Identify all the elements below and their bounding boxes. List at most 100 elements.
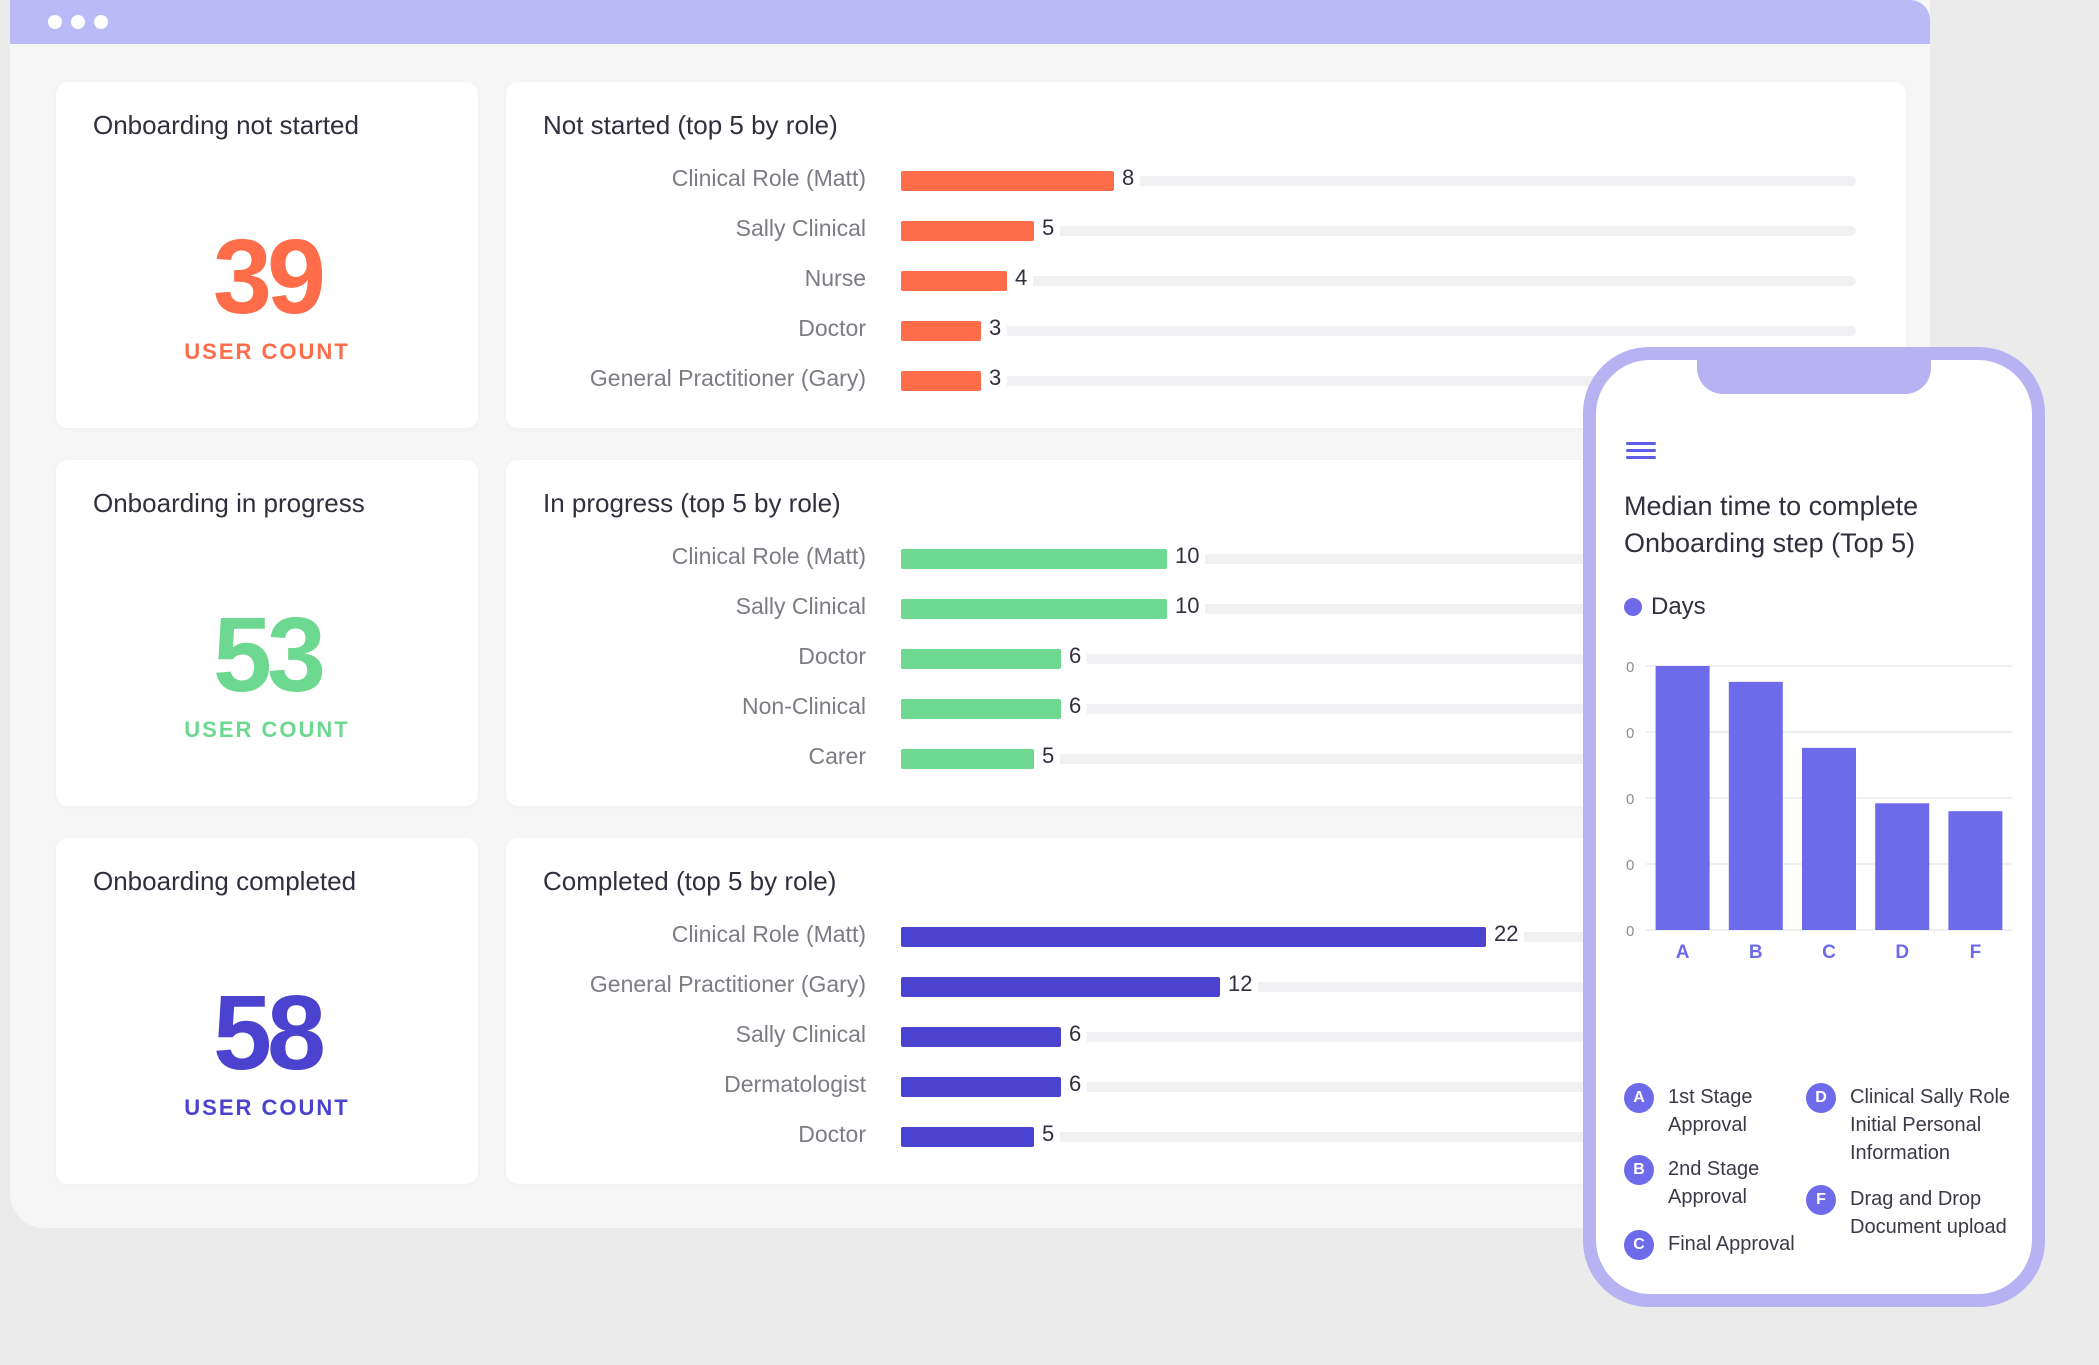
bar[interactable] [901, 599, 1167, 619]
key-text: 1st Stage Approval [1668, 1086, 1753, 1136]
key-badge: D [1806, 1083, 1836, 1113]
y-tick-label: 0 [1626, 857, 1634, 874]
y-tick-label: 0 [1626, 725, 1634, 742]
bar-category-label: Clinical Role (Matt) [671, 165, 866, 191]
bar-category-label: General Practitioner (Gary) [589, 365, 866, 391]
y-tick-label: 0 [1626, 923, 1634, 940]
legend-label: Days [1651, 593, 1706, 620]
stat-label: USER COUNT [184, 717, 350, 742]
key-badge: A [1624, 1083, 1654, 1113]
key-text: Final Approval [1668, 1233, 1795, 1255]
bar-category-label: Clinical Role (Matt) [671, 921, 866, 947]
bar-track [901, 276, 1856, 286]
bar-row: Dermatologist 6 [506, 1069, 1906, 1099]
bar-track [901, 554, 1856, 564]
bar-row: Doctor 3 [506, 313, 1906, 343]
column-bar[interactable] [1875, 803, 1930, 930]
chart-title: In progress (top 5 by role) [543, 488, 841, 518]
bar-category-label: Dermatologist [724, 1071, 866, 1097]
bar-category-label: Doctor [798, 643, 866, 669]
chart-title: Not started (top 5 by role) [543, 110, 838, 140]
key-badge: C [1624, 1230, 1654, 1260]
bar-value-label: 3 [981, 315, 1008, 341]
bar-value-label: 10 [1167, 543, 1206, 569]
bar[interactable] [901, 271, 1007, 291]
bar-category-label: Non-Clinical [742, 693, 866, 719]
stat-card-completed: Onboarding completed 58 USER COUNT [56, 838, 478, 1184]
bar-track [901, 1132, 1856, 1142]
bar[interactable] [901, 371, 981, 391]
chart-title: Completed (top 5 by role) [543, 866, 837, 896]
bar[interactable] [901, 699, 1061, 719]
stat-title: Onboarding not started [93, 110, 359, 140]
bar-category-label: Clinical Role (Matt) [671, 543, 866, 569]
bar-value-label: 5 [1034, 743, 1061, 769]
x-tick-label: D [1895, 942, 1909, 963]
stat-card-not-started: Onboarding not started 39 USER COUNT [56, 82, 478, 428]
bar-value-label: 12 [1220, 971, 1259, 997]
bar-track [901, 1032, 1856, 1042]
column-bar[interactable] [1948, 811, 2003, 930]
y-tick-label: 0 [1626, 660, 1634, 676]
bar-row: Clinical Role (Matt) 8 [506, 163, 1906, 193]
bar[interactable] [901, 649, 1061, 669]
bar-category-label: Sally Clinical [735, 593, 866, 619]
bar-track [901, 1082, 1856, 1092]
hamburger-menu-icon[interactable] [1596, 428, 1676, 468]
bar-row: General Practitioner (Gary) 3 [506, 363, 1906, 393]
bar-row: Clinical Role (Matt) 22 [506, 919, 1906, 949]
bar-row: Sally Clinical 6 [506, 1019, 1906, 1049]
phone-mockup: Median time to complete Onboarding step … [1583, 347, 2045, 1307]
column-bar[interactable] [1728, 681, 1783, 930]
bar[interactable] [901, 1127, 1034, 1147]
window-titlebar [10, 0, 1930, 44]
bar-track [901, 982, 1856, 992]
dashboard-window: Onboarding not started 39 USER COUNT Not… [10, 0, 1930, 1228]
stat-card-in-progress: Onboarding in progress 53 USER COUNT [56, 460, 478, 806]
bar[interactable] [901, 977, 1220, 997]
bar-track [901, 376, 1856, 386]
bar-category-label: General Practitioner (Gary) [589, 971, 866, 997]
stat-value: 39 [213, 218, 326, 336]
bar-row: Doctor 6 [506, 641, 1906, 671]
bar-value-label: 6 [1061, 643, 1088, 669]
bar-category-label: Carer [808, 743, 866, 769]
bar-value-label: 6 [1061, 1071, 1088, 1097]
phone-screen: Median time to complete Onboarding step … [1596, 360, 2032, 1294]
bar-row: Clinical Role (Matt) 10 [506, 541, 1906, 571]
bar-value-label: 4 [1007, 265, 1034, 291]
bar-row: Non-Clinical 6 [506, 691, 1906, 721]
bar-row: Sally Clinical 10 [506, 591, 1906, 621]
bar[interactable] [901, 221, 1034, 241]
bar[interactable] [901, 1077, 1061, 1097]
bar[interactable] [901, 321, 981, 341]
phone-notch [1697, 360, 1931, 394]
bar-value-label: 5 [1034, 1121, 1061, 1147]
x-tick-label: A [1676, 942, 1690, 963]
bar-category-label: Doctor [798, 315, 866, 341]
bar[interactable] [901, 171, 1114, 191]
column-bar[interactable] [1802, 747, 1856, 930]
window-close-dot[interactable] [48, 15, 62, 29]
window-minimize-dot[interactable] [71, 15, 85, 29]
key-text: Drag and Drop Document upload [1850, 1188, 2007, 1238]
bar-value-label: 6 [1061, 693, 1088, 719]
bar-row: Carer 5 [506, 741, 1906, 771]
window-maximize-dot[interactable] [94, 15, 108, 29]
column-bar[interactable] [1655, 666, 1710, 930]
bar-row: Doctor 5 [506, 1119, 1906, 1149]
bar[interactable] [901, 549, 1167, 569]
bar-row: General Practitioner (Gary) 12 [506, 969, 1906, 999]
bar[interactable] [901, 749, 1034, 769]
phone-chart-title: Median time to complete Onboarding step … [1624, 491, 1919, 558]
bar-track [901, 326, 1856, 336]
bar-value-label: 3 [981, 365, 1008, 391]
bar[interactable] [901, 1027, 1061, 1047]
key-badge: B [1624, 1155, 1654, 1185]
bar-row: Nurse 4 [506, 263, 1906, 293]
x-tick-label: C [1822, 942, 1836, 963]
bar-track [901, 176, 1856, 186]
bar-category-label: Nurse [804, 265, 866, 291]
bar-row: Sally Clinical 5 [506, 213, 1906, 243]
bar[interactable] [901, 927, 1486, 947]
